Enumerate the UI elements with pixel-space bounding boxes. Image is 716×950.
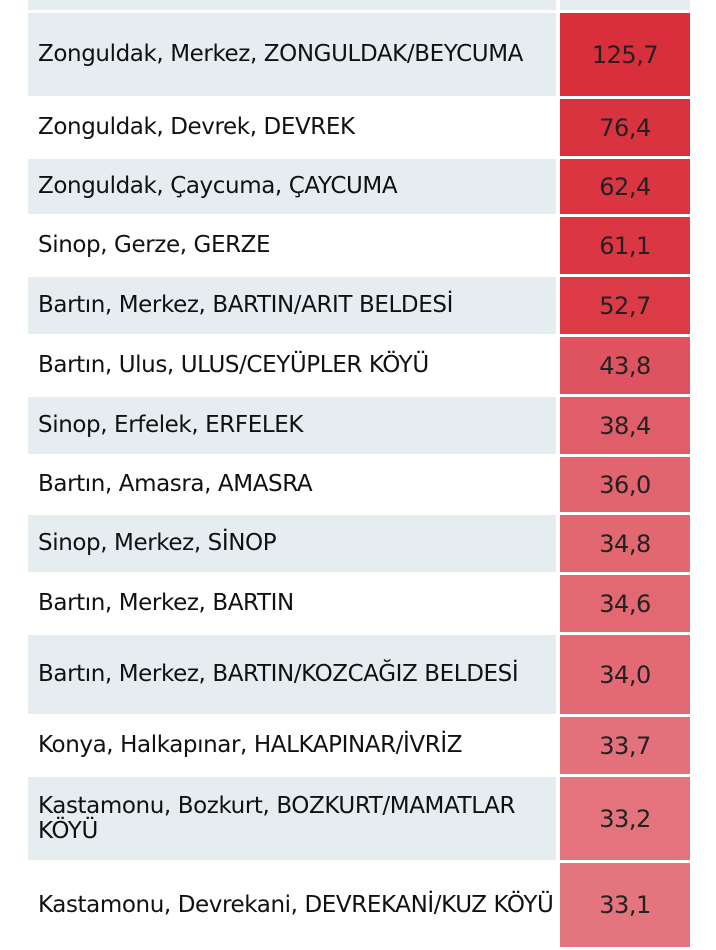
value-cell: 62,4 (560, 159, 690, 214)
location-cell (28, 0, 556, 10)
location-cell: Sinop, Gerze, GERZE (28, 217, 556, 274)
table-row: Bartın, Merkez, BARTIN 34,6 (28, 575, 690, 632)
table-row: Konya, Halkapınar, HALKAPINAR/İVRİZ 33,7 (28, 717, 690, 774)
table-row: Zonguldak, Çaycuma, ÇAYCUMA 62,4 (28, 159, 690, 214)
location-cell: Bartın, Merkez, BARTIN (28, 575, 556, 632)
location-cell: Sinop, Erfelek, ERFELEK (28, 397, 556, 454)
value-cell: 76,4 (560, 99, 690, 156)
value-cell (560, 0, 690, 10)
table-row: Bartın, Merkez, BARTIN/ARIT BELDESİ 52,7 (28, 277, 690, 334)
value-cell: 38,4 (560, 397, 690, 454)
location-cell: Bartın, Ulus, ULUS/CEYÜPLER KÖYÜ (28, 337, 556, 394)
table-row: Bartın, Merkez, BARTIN/KOZCAĞIZ BELDESİ 3… (28, 635, 690, 714)
table-row: Zonguldak, Merkez, ZONGULDAK/BEYCUMA 125,… (28, 13, 690, 96)
location-cell: Kastamonu, Bozkurt, BOZKURT/MAMATLAR KÖY… (28, 777, 556, 860)
value-cell: 33,2 (560, 777, 690, 860)
table-row: Bartın, Amasra, AMASRA 36,0 (28, 457, 690, 512)
value-cell: 33,7 (560, 717, 690, 774)
value-cell: 34,8 (560, 515, 690, 572)
data-table: Zonguldak, Merkez, ZONGULDAK/BEYCUMA 125,… (28, 0, 690, 950)
location-cell: Bartın, Merkez, BARTIN/ARIT BELDESİ (28, 277, 556, 334)
location-cell: Konya, Halkapınar, HALKAPINAR/İVRİZ (28, 717, 556, 774)
value-cell: 125,7 (560, 13, 690, 96)
table-row: Sinop, Gerze, GERZE 61,1 (28, 217, 690, 274)
table-row: Bartın, Ulus, ULUS/CEYÜPLER KÖYÜ 43,8 (28, 337, 690, 394)
value-cell: 36,0 (560, 457, 690, 512)
location-cell: Zonguldak, Merkez, ZONGULDAK/BEYCUMA (28, 13, 556, 96)
value-cell: 34,6 (560, 575, 690, 632)
table-row: Kastamonu, Bozkurt, BOZKURT/MAMATLAR KÖY… (28, 777, 690, 860)
table-row: Sinop, Merkez, SİNOP 34,8 (28, 515, 690, 572)
location-cell: Kastamonu, Devrekani, DEVREKANİ/KUZ KÖYÜ (28, 863, 556, 947)
location-cell: Zonguldak, Çaycuma, ÇAYCUMA (28, 159, 556, 214)
table-row-partial (28, 0, 690, 10)
location-cell: Zonguldak, Devrek, DEVREK (28, 99, 556, 156)
location-cell: Sinop, Merkez, SİNOP (28, 515, 556, 572)
value-cell: 43,8 (560, 337, 690, 394)
location-cell: Bartın, Merkez, BARTIN/KOZCAĞIZ BELDESİ (28, 635, 556, 714)
table-row: Zonguldak, Devrek, DEVREK 76,4 (28, 99, 690, 156)
table-row: Sinop, Erfelek, ERFELEK 38,4 (28, 397, 690, 454)
location-cell: Bartın, Amasra, AMASRA (28, 457, 556, 512)
value-cell: 52,7 (560, 277, 690, 334)
table-row: Kastamonu, Devrekani, DEVREKANİ/KUZ KÖYÜ… (28, 863, 690, 947)
value-cell: 34,0 (560, 635, 690, 714)
value-cell: 61,1 (560, 217, 690, 274)
value-cell: 33,1 (560, 863, 690, 947)
